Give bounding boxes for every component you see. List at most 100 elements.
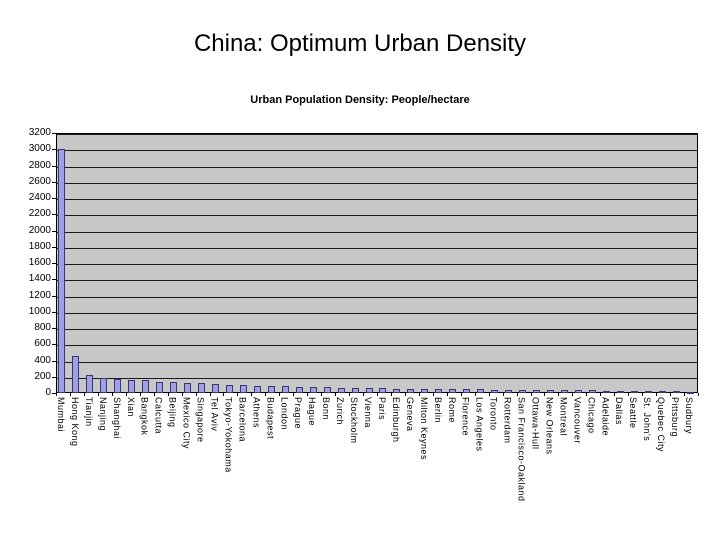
x-tick-mark: [432, 393, 434, 396]
x-tick-mark: [321, 393, 323, 396]
x-tick-mark: [349, 393, 351, 396]
bar-vienna: [365, 388, 373, 393]
x-category-label: Stockholm: [349, 397, 360, 444]
y-tick-mark: [52, 230, 56, 232]
x-category-label: New Orleans: [544, 397, 555, 455]
bar-st-john-s: [644, 391, 652, 393]
bar-budapest: [267, 386, 275, 393]
x-tick-mark: [446, 393, 448, 396]
bar-sudbury: [686, 392, 694, 394]
x-tick-mark: [670, 393, 672, 396]
y-tick-mark: [52, 165, 56, 167]
x-tick-mark: [335, 393, 337, 396]
x-category-label: Dallas: [614, 397, 625, 426]
y-tick-mark: [52, 181, 56, 183]
bar-san-francisco-oakland: [519, 390, 527, 393]
y-tick-mark: [52, 311, 56, 313]
x-tick-mark: [516, 393, 518, 396]
x-category-label: Bangkok: [139, 397, 150, 436]
x-category-label: Paris: [376, 397, 387, 421]
x-category-label: Prague: [293, 397, 304, 430]
y-tick-label: 1400: [28, 273, 51, 285]
x-tick-mark: [460, 393, 462, 396]
bar-zurich: [337, 388, 345, 393]
x-category-label: Beijing: [167, 397, 178, 428]
x-tick-mark: [544, 393, 546, 396]
x-category-label: Zurich: [335, 397, 346, 426]
x-category-label: Budapest: [265, 397, 276, 440]
x-tick-mark: [474, 393, 476, 396]
x-tick-mark: [251, 393, 253, 396]
y-tick-mark: [52, 360, 56, 362]
y-tick-label: 2800: [28, 159, 51, 171]
x-category-label: Barcelona: [237, 397, 248, 443]
x-tick-mark: [83, 393, 85, 396]
x-tick-mark: [628, 393, 630, 396]
gridline: [57, 182, 697, 184]
bar-hague: [309, 387, 317, 393]
gridline: [57, 166, 697, 168]
bar-berlin: [435, 389, 443, 393]
y-tick-label: 1000: [28, 305, 51, 317]
x-category-label: Rome: [446, 397, 457, 424]
bar-barcelona: [239, 385, 247, 393]
y-tick-mark: [52, 344, 56, 346]
x-tick-mark: [237, 393, 239, 396]
bar-dallas: [616, 391, 624, 393]
gridline: [57, 264, 697, 265]
y-tick-mark: [52, 246, 56, 248]
y-tick-label: 2600: [28, 175, 51, 187]
x-tick-mark: [614, 393, 616, 396]
bar-calcutta: [156, 382, 164, 393]
bar-new-orleans: [546, 390, 554, 393]
bar-florence: [463, 389, 471, 393]
x-category-label: Sudbury: [684, 397, 695, 435]
x-category-label: Singapore: [195, 397, 206, 443]
x-tick-mark: [153, 393, 155, 396]
y-tick-label: 200: [34, 370, 51, 382]
gridline: [57, 361, 697, 363]
y-tick-label: 3200: [28, 127, 51, 138]
y-tick-label: 1200: [28, 289, 51, 301]
x-tick-mark: [586, 393, 588, 396]
x-category-label: London: [279, 397, 290, 431]
x-category-label: Los Angeles: [474, 397, 485, 452]
y-tick-label: 2400: [28, 192, 51, 203]
gridline: [57, 280, 697, 282]
x-category-label: Pittsburg: [670, 397, 681, 438]
x-category-label: Ottawa-Hull: [530, 397, 541, 450]
bar-ottawa-hull: [533, 390, 540, 393]
y-tick-label: 1600: [28, 257, 51, 268]
y-tick-mark: [52, 376, 56, 378]
x-category-label: Adelaide: [600, 397, 611, 437]
x-tick-mark: [209, 393, 211, 396]
gridline: [57, 134, 697, 135]
y-tick-label: 2200: [28, 208, 51, 220]
x-tick-mark: [167, 393, 169, 396]
y-tick-mark: [52, 149, 56, 151]
y-tick-mark: [52, 393, 56, 394]
slide-title: China: Optimum Urban Density: [193, 30, 527, 57]
x-tick-mark: [363, 393, 365, 396]
x-category-label: Chicago: [586, 397, 597, 434]
bar-seattle: [630, 391, 638, 393]
bar-tokyo-yokohama: [225, 385, 233, 393]
bar-montreal: [560, 390, 568, 393]
bar-hong-kong: [72, 356, 80, 393]
x-category-label: Montreal: [558, 397, 569, 437]
x-category-label: St. John's: [642, 397, 653, 442]
gridline: [57, 247, 697, 249]
x-tick-mark: [502, 393, 504, 396]
gridline: [57, 312, 697, 314]
bar-stockholm: [351, 388, 359, 393]
x-category-label: Tianjin: [83, 397, 94, 427]
bar-mumbai: [58, 149, 66, 393]
x-tick-mark: [125, 393, 127, 396]
x-tick-mark: [97, 393, 99, 396]
x-tick-mark: [139, 393, 141, 396]
bar-tel-aviv: [212, 384, 219, 393]
x-category-label: Xian: [125, 397, 136, 418]
x-tick-mark: [265, 393, 267, 396]
y-tick-label: 800: [34, 322, 51, 333]
